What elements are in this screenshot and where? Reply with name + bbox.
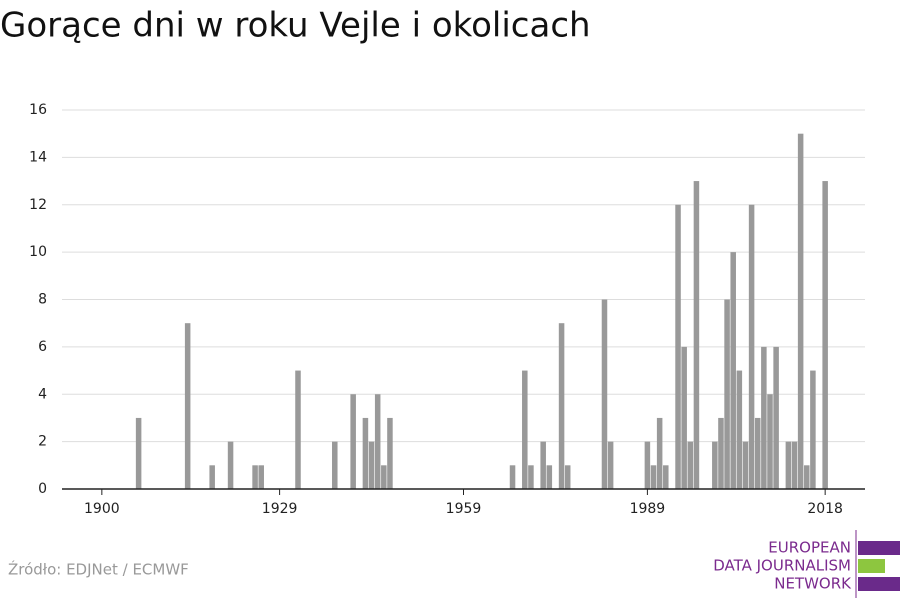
bar (804, 465, 810, 489)
x-tick-label: 1959 (446, 501, 482, 517)
bar (558, 323, 565, 489)
bar (522, 370, 528, 489)
bar (663, 465, 669, 489)
logo-text: EUROPEAN (768, 539, 851, 557)
bar (374, 394, 381, 489)
bar (209, 465, 215, 489)
bar (381, 465, 387, 489)
chart-title: Gorące dni w roku Vejle i okolicach (0, 6, 591, 46)
bar (822, 181, 828, 489)
bar (184, 323, 191, 489)
bar (135, 417, 142, 489)
bar (724, 299, 730, 489)
y-tick-label: 4 (38, 386, 47, 402)
bar (681, 346, 687, 489)
y-tick-label: 6 (38, 339, 47, 355)
y-tick-label: 2 (38, 434, 47, 450)
bar (718, 417, 724, 489)
bar (687, 441, 694, 489)
bar (295, 370, 301, 489)
bar (754, 417, 761, 489)
bar (601, 299, 608, 489)
x-tick-label: 2018 (807, 501, 843, 517)
y-tick-label: 16 (29, 102, 47, 118)
bar (650, 465, 657, 489)
x-tick-label: 1929 (262, 501, 298, 517)
logo-text: NETWORK (774, 575, 852, 593)
bar (675, 204, 681, 489)
bar (332, 441, 338, 489)
bar (730, 252, 736, 489)
logo-bar (858, 577, 900, 591)
bar (773, 346, 779, 489)
bar (656, 417, 663, 489)
bar (742, 441, 749, 489)
y-tick-label: 0 (38, 481, 47, 497)
bar (227, 441, 234, 489)
bar (797, 133, 804, 489)
y-tick-label: 14 (29, 149, 47, 165)
bar (761, 346, 767, 489)
bar (767, 394, 773, 489)
bar (540, 441, 546, 489)
source: Źródło: EDJNet / ECMWF (8, 560, 189, 579)
y-tick-label: 10 (29, 244, 47, 260)
x-tick-label: 1989 (630, 501, 666, 517)
bar (785, 441, 792, 489)
bar (810, 370, 816, 489)
logo-text: DATA JOURNALISM (713, 557, 851, 575)
bar (607, 441, 614, 489)
bar (509, 465, 516, 489)
x-tick-label: 1900 (84, 501, 120, 517)
bar (748, 204, 755, 489)
logo-bar (858, 541, 900, 555)
y-tick-label: 12 (29, 197, 47, 213)
bar (564, 465, 571, 489)
bar (252, 465, 258, 489)
bar (693, 181, 700, 489)
bar (736, 370, 743, 489)
bar (362, 417, 369, 489)
bar (791, 441, 798, 489)
bar (258, 465, 264, 489)
bar (350, 394, 356, 489)
bar (712, 441, 718, 489)
bar (528, 465, 534, 489)
bar (368, 441, 375, 489)
bar (546, 465, 553, 489)
bar (387, 417, 393, 489)
y-tick-label: 8 (38, 292, 47, 308)
logo-bar (858, 559, 885, 573)
bar (644, 441, 651, 489)
